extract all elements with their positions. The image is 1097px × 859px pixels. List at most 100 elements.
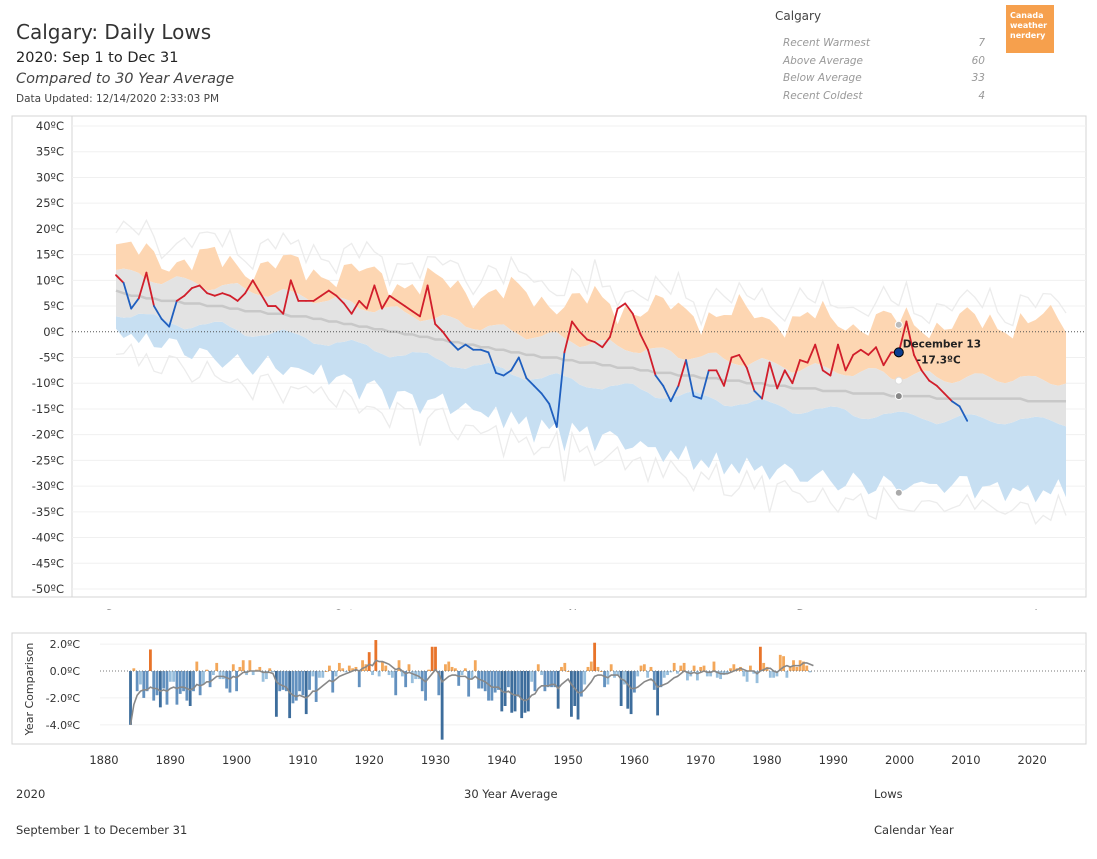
series-2020-segment (434, 323, 444, 333)
summary-value: 60 (971, 55, 985, 67)
series-2020-segment (593, 341, 604, 349)
year-x-tick-label: 1920 (355, 753, 384, 767)
series-2020-segment (479, 348, 490, 354)
series-2020-segment (814, 343, 824, 372)
year-x-tick-label: 1980 (752, 753, 781, 767)
summary-row-above-average: Above Average 60 (783, 55, 985, 71)
year-bar (589, 661, 593, 671)
year-bar (603, 671, 606, 688)
series-2020-segment (905, 320, 915, 356)
chart-frame (11, 115, 1087, 598)
year-bar (364, 664, 368, 671)
year-bar (390, 671, 394, 678)
year-chart-frame (11, 632, 1087, 745)
series-2020-segment (130, 297, 140, 310)
month-tick-label: Oct (334, 607, 354, 610)
year-x-tick-label: 1900 (222, 753, 251, 767)
year-bar (215, 662, 219, 671)
year-bar (311, 671, 315, 677)
year-bar (255, 669, 258, 671)
series-2020-segment (221, 292, 231, 297)
year-bar (175, 671, 179, 705)
year-bar (533, 671, 537, 692)
year-x-tick-label: 2010 (951, 753, 980, 767)
year-bar (705, 671, 709, 677)
year-bar (371, 671, 374, 676)
series-2020-segment (609, 307, 619, 338)
year-bar (712, 661, 716, 671)
year-bar (752, 671, 756, 674)
year-bar (245, 671, 248, 676)
y-tick-label: 10ºC (36, 273, 64, 287)
series-2020-segment (411, 310, 421, 318)
year-bar (304, 671, 308, 715)
series-2020-segment (821, 369, 832, 377)
year-bar (477, 671, 481, 689)
year-bar (619, 671, 623, 706)
annotation-date: December 13 (903, 338, 981, 350)
year-bar (430, 646, 434, 671)
canada-weather-nerdery-logo[interactable]: Canada weather nerdery (1006, 5, 1054, 53)
year-bar (407, 664, 411, 671)
year-bar (805, 665, 809, 671)
year-trend-line (129, 659, 814, 725)
year-bar (480, 671, 484, 689)
year-bar (546, 671, 550, 688)
year-bar (238, 666, 242, 671)
daily-lows-chart[interactable]: 40ºC 35ºC 30ºC 25ºC 20ºC 15ºC 10ºC 5ºC 0ºC -5ºC -1… (0, 0, 1097, 610)
summary-label: Below Average (783, 72, 862, 84)
year-bar (679, 665, 683, 671)
year-bar (453, 668, 457, 671)
year-x-tick-label: 1990 (819, 753, 848, 767)
year-bar (493, 671, 497, 693)
year-y-tick-label: -4.0ºC (46, 719, 81, 732)
series-2020-segment (510, 356, 520, 372)
series-2020-segment (844, 354, 855, 372)
y-tick-label: -10ºC (32, 376, 64, 390)
data-updated-text: Data Updated: 12/14/2020 2:33:03 PM (16, 93, 220, 105)
series-2020-segment (419, 284, 429, 318)
year-bar (318, 671, 321, 678)
year-bar (632, 671, 636, 693)
year-bar (384, 665, 388, 671)
year-bar (808, 671, 812, 673)
series-2020-segment (875, 346, 885, 367)
year-y-tick-label: 0.0ºC (50, 665, 81, 678)
year-bar (526, 671, 530, 712)
series-2020-segment (198, 284, 209, 295)
series-2020-segment (935, 384, 946, 395)
year-bar (182, 671, 185, 692)
year-bar (609, 664, 613, 671)
year-bar (802, 661, 805, 671)
year-bar (487, 671, 490, 701)
month-tick-label: Sep (105, 607, 127, 610)
y-tick-label: 25ºC (36, 196, 64, 210)
year-bar (152, 671, 156, 701)
y-tick-label: 40ºC (36, 119, 64, 133)
series-2020-segment (829, 343, 839, 377)
year-bar (381, 661, 384, 671)
year-bar (195, 661, 199, 671)
series-2020-segment (403, 305, 414, 313)
year-bar (768, 671, 772, 678)
year-y-tick-label: -2.0ºC (46, 692, 81, 705)
series-2020-segment (730, 354, 741, 359)
year-bar (576, 671, 580, 720)
y-tick-label: -15ºC (32, 402, 64, 416)
year-bar (516, 671, 520, 697)
year-bar (672, 662, 676, 671)
year-bar (202, 671, 205, 685)
series-2020-segment (768, 361, 779, 390)
year-bar (636, 671, 640, 677)
year-bar (586, 666, 590, 671)
year-bar (702, 665, 706, 671)
series-2020-segment (943, 392, 953, 403)
year-bar (165, 671, 169, 705)
footer-axis-type: Calendar Year (874, 823, 954, 837)
summary-city: Calgary (775, 9, 822, 23)
year-bar (732, 664, 736, 671)
series-2020-segment (700, 369, 710, 400)
year-bar (507, 671, 510, 688)
year-bar (798, 660, 802, 671)
year-bar (235, 671, 239, 692)
